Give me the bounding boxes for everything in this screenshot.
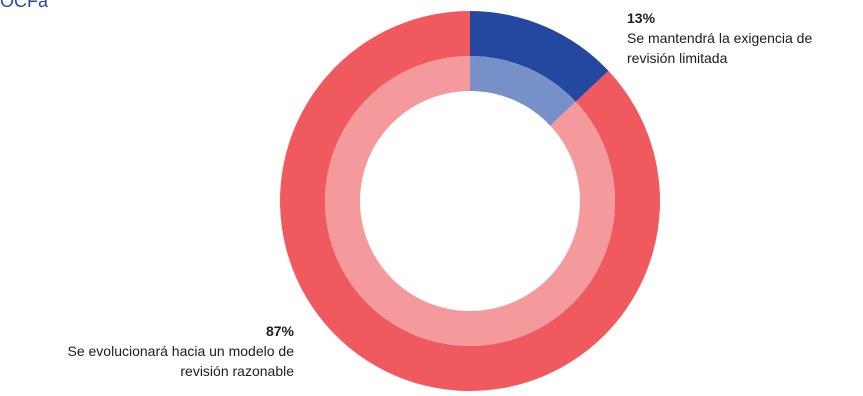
slice-value-87: 87% (265, 323, 294, 339)
slice-name-87: Se evolucionará hacia un modelo de revis… (67, 343, 295, 379)
slice-label-13: 13% Se mantendrá la exigencia de revisió… (627, 8, 862, 68)
donut-inner-slice-13 (470, 56, 576, 126)
cut-off-header-text: OCFa (0, 0, 49, 11)
slice-name-13: Se mantendrá la exigencia de revisión li… (627, 30, 813, 66)
slice-label-87: 87% Se evolucionará hacia un modelo de r… (59, 321, 295, 381)
donut-outer-slice-13 (470, 11, 609, 102)
slice-value-13: 13% (627, 10, 656, 26)
